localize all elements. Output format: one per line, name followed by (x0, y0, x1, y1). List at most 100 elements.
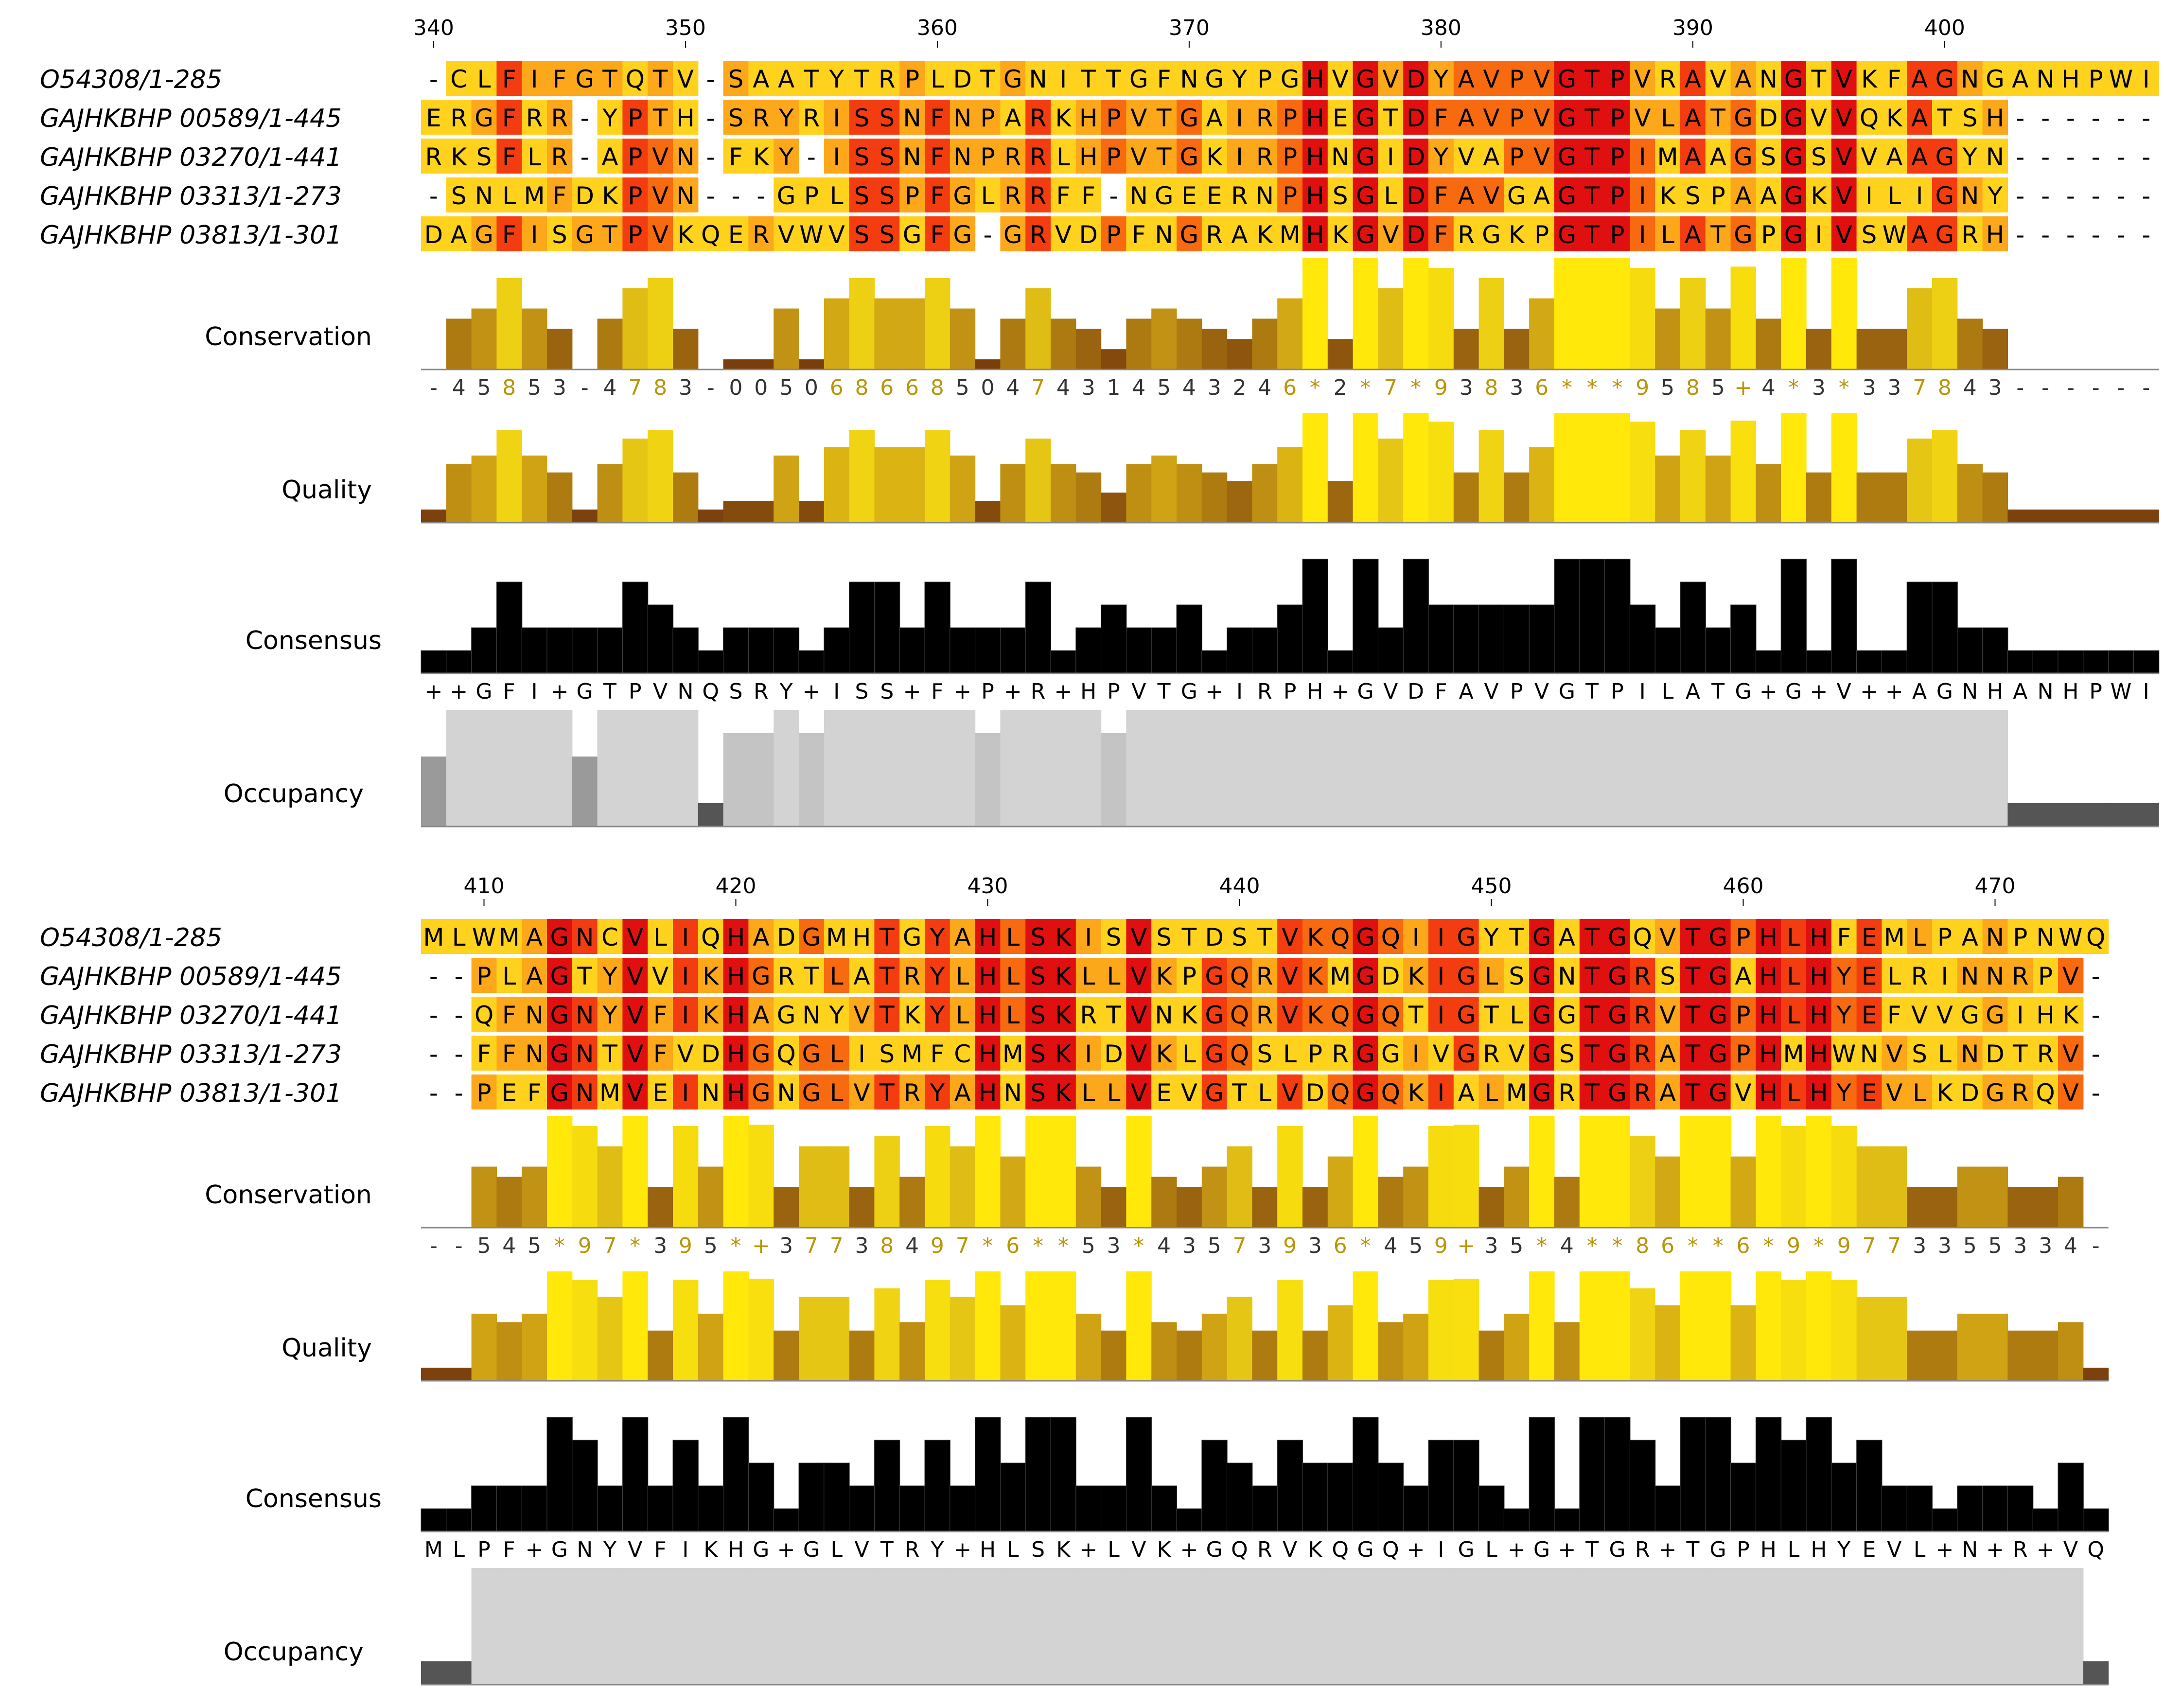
occupancy-bar (2108, 803, 2134, 827)
consensus-residue: G (1710, 1537, 1726, 1562)
consensus-bar (1000, 1462, 1026, 1532)
residue-letter: Y (1483, 923, 1499, 951)
residue-cell (622, 919, 648, 954)
residue-cell (1781, 61, 1807, 96)
residue-letter: P (1736, 1001, 1750, 1029)
residue-letter: - (2092, 1079, 2100, 1107)
residue-letter: T (1106, 65, 1121, 93)
residue-letter: K (1332, 221, 1349, 249)
residue-letter: G (1784, 221, 1803, 249)
residue-cell (1781, 216, 1807, 251)
residue-letter: R (753, 221, 770, 249)
residue-letter: N (2036, 923, 2054, 951)
residue-letter: R (904, 962, 921, 990)
quality-bar (925, 430, 950, 523)
quality-bar (1554, 1322, 1580, 1381)
conservation-score: - (707, 375, 715, 400)
residue-cell (1806, 1036, 1832, 1071)
occupancy-bar (1101, 733, 1126, 827)
conservation-bar (1025, 1116, 1051, 1228)
residue-cell (1504, 139, 1530, 174)
occupancy-bar (698, 803, 724, 827)
occupancy-bar (1428, 710, 1454, 827)
consensus-residue: I (1438, 1537, 1444, 1562)
residue-cell (522, 919, 547, 954)
residue-letter: A (1004, 104, 1021, 132)
conservation-score: 6 (1737, 1233, 1750, 1258)
consensus-residue: H (1760, 1537, 1777, 1562)
residue-letter: A (1533, 182, 1550, 210)
conservation-score: + (1734, 375, 1752, 400)
residue-letter: M (826, 923, 847, 951)
residue-cell (471, 216, 497, 251)
residue-letter: L (1006, 1001, 1020, 1029)
quality-bar (1403, 1313, 1429, 1381)
residue-letter: R (1030, 221, 1047, 249)
consensus-residue: R (754, 679, 769, 704)
residue-cell (1781, 997, 1807, 1032)
residue-letter: S (1760, 143, 1776, 171)
residue-cell (2033, 997, 2058, 1032)
quality-bar (1932, 1330, 1958, 1381)
consensus-residue: + (1860, 679, 1878, 704)
conservation-score: 3 (1812, 375, 1826, 400)
consensus-bar (572, 1440, 598, 1532)
consensus-bar (849, 581, 875, 674)
residue-letter: I (1639, 143, 1646, 171)
residue-letter: T (1408, 1001, 1424, 1029)
residue-letter: F (477, 1040, 491, 1068)
occupancy-bar (1806, 710, 1832, 827)
residue-letter: S (728, 104, 744, 132)
residue-cell (849, 61, 875, 96)
residue-letter: R (1634, 1001, 1651, 1029)
residue-letter: A (1458, 1079, 1475, 1107)
residue-cell (496, 61, 522, 96)
consensus-residue: E (1863, 1537, 1876, 1562)
residue-cell (547, 177, 573, 212)
consensus-bar (1025, 581, 1052, 674)
quality-label: Quality (281, 1334, 372, 1363)
residue-cell (1453, 100, 1479, 135)
residue-cell (421, 216, 447, 251)
occupancy-bar (1504, 710, 1530, 827)
occupancy-bar (723, 1568, 749, 1685)
residue-letter: G (752, 962, 771, 990)
residue-cell (1453, 1074, 1479, 1109)
conservation-score: 7 (1233, 1233, 1247, 1258)
conservation-score: * (1310, 375, 1320, 400)
residue-cell (1982, 1074, 2008, 1109)
consensus-residue: + (1079, 1537, 1097, 1562)
residue-letter: V (652, 962, 669, 990)
residue-cell (1680, 997, 1706, 1032)
residue-letter: M (1330, 962, 1351, 990)
residue-cell (1932, 1074, 1958, 1109)
consensus-residue: A (1912, 679, 1927, 704)
residue-cell (1882, 997, 1907, 1032)
residue-letter: G (1003, 221, 1022, 249)
occupancy-bar (1277, 710, 1303, 827)
residue-cell (1126, 919, 1152, 954)
conservation-bar (2033, 1187, 2058, 1228)
residue-cell (1806, 139, 1832, 174)
conservation-score: 7 (1863, 1233, 1876, 1258)
consensus-residue: F (931, 679, 943, 704)
quality-bar (522, 1313, 547, 1381)
residue-letter: V (1282, 1001, 1298, 1029)
sequence-name: GAJHKBHP 03813/1-301 (40, 1079, 342, 1108)
residue-letter: A (1659, 1079, 1676, 1107)
residue-letter: Y (602, 962, 617, 990)
quality-bar (1907, 439, 1933, 523)
residue-letter: W (472, 923, 496, 951)
residue-cell (1177, 177, 1202, 212)
residue-letter: N (1256, 182, 1274, 210)
residue-cell (1982, 61, 2008, 96)
residue-cell (673, 177, 699, 212)
quality-bar (673, 472, 699, 523)
residue-letter: S (728, 65, 744, 93)
residue-letter: G (1155, 182, 1174, 210)
residue-cell (1453, 177, 1479, 212)
residue-cell (950, 177, 976, 212)
conservation-bar (2007, 1187, 2033, 1228)
residue-letter: N (475, 182, 493, 210)
consensus-residue: H (1811, 1537, 1827, 1562)
